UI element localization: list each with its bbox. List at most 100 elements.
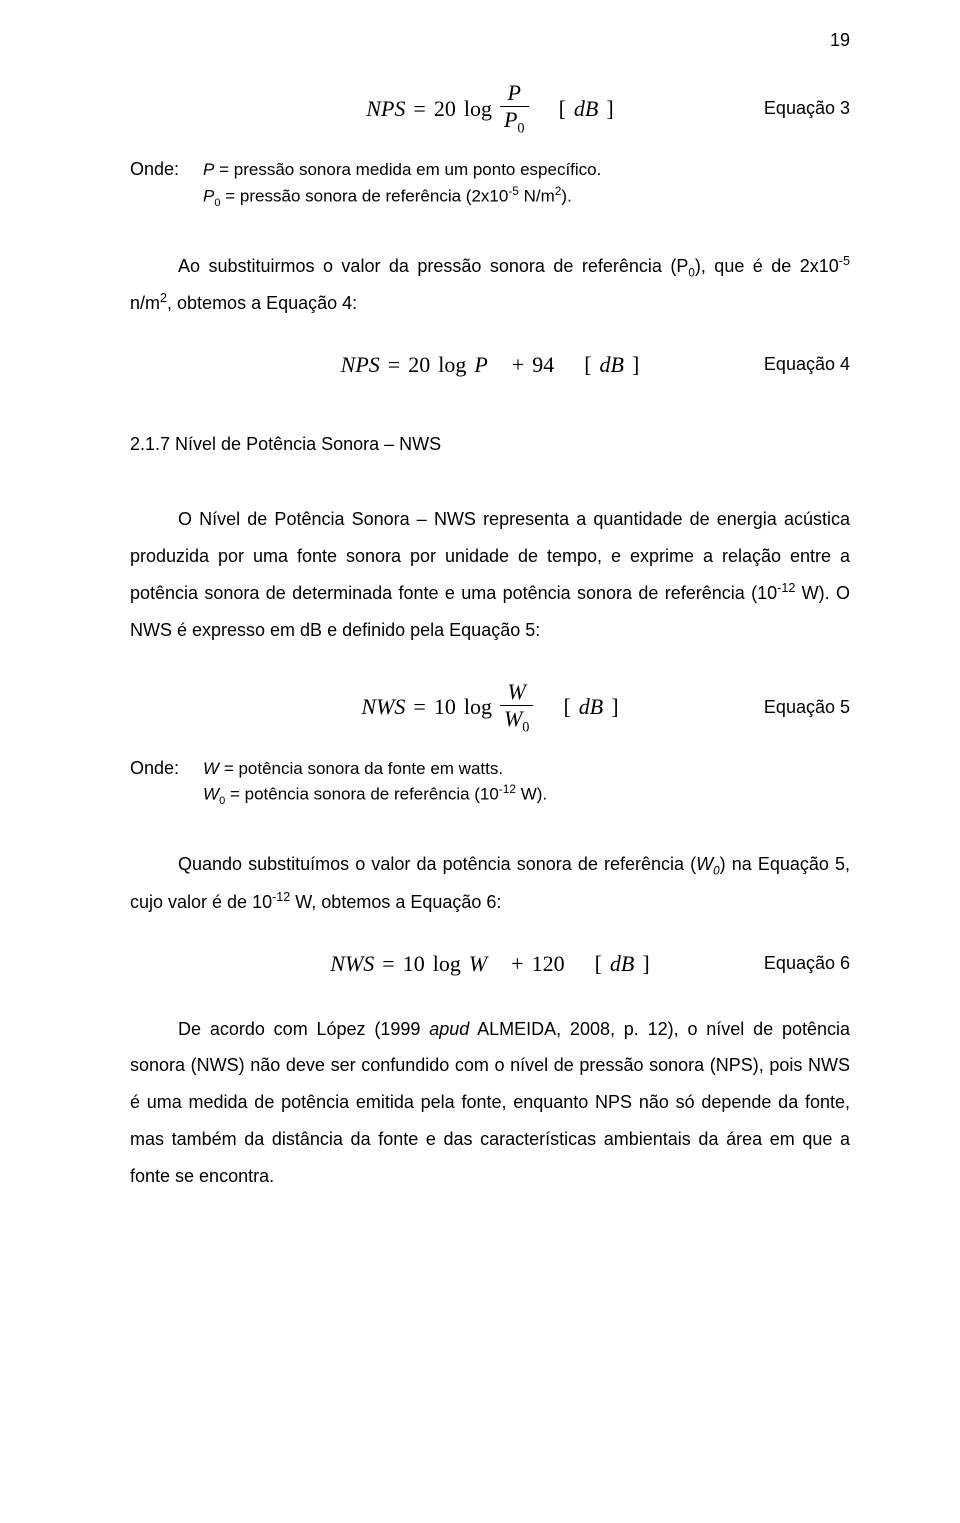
eq6-lhs: NWS: [330, 951, 374, 977]
where-1-label: Onde:: [130, 157, 179, 180]
paragraph-2: O Nível de Potência Sonora – NWS represe…: [130, 501, 850, 649]
equation-3: NPS = 20 log P P0 [dB] Equação 3: [130, 80, 850, 137]
where-block-1: Onde: P = pressão sonora medida em um po…: [130, 157, 850, 211]
eq4-lhs: NPS: [341, 352, 380, 378]
eq4-var: P: [474, 352, 487, 378]
paragraph-1: Ao substituirmos o valor da pressão sono…: [130, 248, 850, 322]
p4-b: ALMEIDA, 2008, p. 12), o nível de potênc…: [130, 1019, 850, 1187]
eq5-unit: dB: [579, 694, 603, 720]
eq3-fraction: P P0: [500, 80, 529, 137]
eq5-bracket-close: ]: [611, 694, 618, 720]
eq6-func: log: [433, 951, 461, 977]
equation-5: NWS = 10 log W W0 [dB] Equação 5: [130, 679, 850, 736]
eq5-equals: =: [413, 694, 425, 720]
eq6-equals: =: [382, 951, 394, 977]
eq5-den-var: W: [504, 706, 522, 731]
where-2-lines: W = potência sonora da fonte em watts. W…: [203, 756, 547, 810]
p1-c: n/m: [130, 293, 160, 313]
eq6-const: 120: [532, 951, 565, 977]
eq3-func: log: [464, 96, 492, 122]
eq5-bracket-open: [: [563, 694, 570, 720]
where1-l1-var: P: [203, 160, 214, 179]
eq3-unit: dB: [574, 96, 598, 122]
where-2-label: Onde:: [130, 756, 179, 779]
eq6-unit: dB: [610, 951, 634, 977]
p4-a: De acordo com López (1999: [178, 1019, 429, 1039]
equation-4: NPS = 20 log P + 94 [ dB] Equação 4: [130, 352, 850, 378]
p1-sup2: 2: [160, 291, 167, 305]
eq5-lhs: NWS: [361, 694, 405, 720]
where1-l2-var: P: [203, 187, 214, 206]
paragraph-3: Quando substituímos o valor da potência …: [130, 846, 850, 920]
page: 19 NPS = 20 log P P0 [dB] Equação 3 Onde…: [0, 0, 960, 1523]
eq3-equals: =: [413, 96, 425, 122]
equation-5-formula: NWS = 10 log W W0 [dB]: [361, 679, 618, 736]
where2-l1-rest: = potência sonora da fonte em watts.: [219, 759, 503, 778]
eq4-bracket-open: [: [584, 352, 591, 378]
eq5-fraction: W W0: [500, 679, 533, 736]
section-heading-2-1-7: 2.1.7 Nível de Potência Sonora – NWS: [130, 434, 850, 455]
eq3-coeff: 20: [434, 96, 456, 122]
where-2-line-1: W = potência sonora da fonte em watts.: [203, 756, 547, 782]
where1-l2-rest-b: N/m: [519, 187, 555, 206]
p3-sup: -12: [272, 890, 290, 904]
p3-ivar: W: [696, 854, 713, 874]
where2-l2-rest-a: = potência sonora de referência (10: [225, 785, 499, 804]
page-number: 19: [830, 30, 850, 51]
equation-4-label: Equação 4: [764, 354, 850, 375]
p1-sup1: -5: [839, 254, 850, 268]
where2-l2-rest-b: W).: [516, 785, 547, 804]
eq5-coeff: 10: [434, 694, 456, 720]
where-2-line-2: W0 = potência sonora de referência (10-1…: [203, 781, 547, 810]
eq5-denominator: W0: [500, 705, 533, 736]
p1-d: , obtemos a Equação 4:: [167, 293, 357, 313]
p2-sup: -12: [777, 581, 795, 595]
eq3-bracket-open: [: [559, 96, 566, 122]
where-1-line-2: P0 = pressão sonora de referência (2x10-…: [203, 183, 601, 212]
eq3-lhs: NPS: [366, 96, 405, 122]
p2-a: O Nível de Potência Sonora – NWS represe…: [130, 509, 850, 603]
eq6-bracket-close: ]: [642, 951, 649, 977]
where1-l2-rest-c: ).: [561, 187, 571, 206]
equation-4-formula: NPS = 20 log P + 94 [ dB]: [341, 352, 640, 378]
eq3-bracket-close: ]: [606, 96, 613, 122]
where1-l2-rest-a: = pressão sonora de referência (2x10: [221, 187, 509, 206]
equation-6-formula: NWS = 10 log W + 120 [ dB]: [330, 951, 649, 977]
eq4-plus: +: [512, 352, 524, 378]
eq4-const: 94: [532, 352, 554, 378]
eq5-den-sub: 0: [522, 719, 529, 735]
p3-a: Quando substituímos o valor da potência …: [178, 854, 696, 874]
paragraph-4: De acordo com López (1999 apud ALMEIDA, …: [130, 1011, 850, 1195]
where-1-lines: P = pressão sonora medida em um ponto es…: [203, 157, 601, 211]
equation-5-label: Equação 5: [764, 697, 850, 718]
eq3-numerator: P: [504, 80, 525, 106]
where1-l2-sup: -5: [508, 184, 519, 198]
p3-c: W, obtemos a Equação 6:: [290, 892, 501, 912]
eq4-coeff: 20: [408, 352, 430, 378]
eq5-func: log: [464, 694, 492, 720]
where2-l2-sup: -12: [499, 782, 516, 796]
equation-6-label: Equação 6: [764, 953, 850, 974]
eq6-var: W: [469, 951, 487, 977]
p1-a: Ao substituirmos o valor da pressão sono…: [178, 256, 688, 276]
where1-l1-rest: = pressão sonora medida em um ponto espe…: [214, 160, 601, 179]
eq3-denominator: P0: [500, 106, 529, 137]
equation-3-label: Equação 3: [764, 98, 850, 119]
eq4-func: log: [438, 352, 466, 378]
eq6-plus: +: [511, 951, 523, 977]
eq4-equals: =: [388, 352, 400, 378]
where-1-line-1: P = pressão sonora medida em um ponto es…: [203, 157, 601, 183]
eq4-unit: dB: [600, 352, 624, 378]
eq5-numerator: W: [504, 679, 530, 705]
where2-l1-var: W: [203, 759, 219, 778]
eq4-bracket-close: ]: [632, 352, 639, 378]
where2-l2-var: W: [203, 785, 219, 804]
equation-6: NWS = 10 log W + 120 [ dB] Equação 6: [130, 951, 850, 977]
eq3-den-sub: 0: [517, 120, 524, 136]
where-block-2: Onde: W = potência sonora da fonte em wa…: [130, 756, 850, 810]
p4-apud: apud: [429, 1019, 469, 1039]
equation-3-formula: NPS = 20 log P P0 [dB]: [366, 80, 613, 137]
eq6-coeff: 10: [403, 951, 425, 977]
eq3-den-var: P: [504, 107, 517, 132]
eq6-bracket-open: [: [595, 951, 602, 977]
